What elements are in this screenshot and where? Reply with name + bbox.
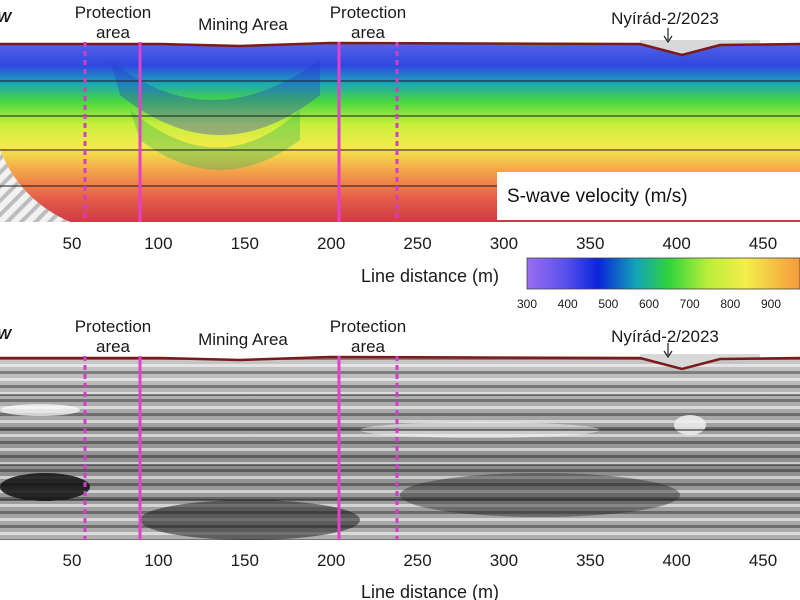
colorbar-tick-500: 500 xyxy=(598,297,618,311)
x-tick-top-50: 50 xyxy=(63,234,82,253)
mining-area-label-bottom: Mining Area xyxy=(198,330,288,349)
colorbar: 300 400 500 600 700 800 900 xyxy=(517,257,800,311)
protection-right-label-line1-bottom: Protection xyxy=(330,317,407,336)
x-tick-bottom-300: 300 xyxy=(490,551,518,570)
x-tick-bottom-50: 50 xyxy=(63,551,82,570)
x-tick-top-450: 450 xyxy=(749,234,777,253)
no-data-area xyxy=(0,150,70,222)
x-tick-bottom-350: 350 xyxy=(576,551,604,570)
x-tick-top-400: 400 xyxy=(662,234,690,253)
protection-left-label-line2-bottom: area xyxy=(96,337,131,356)
colorbar-tick-400: 400 xyxy=(558,297,578,311)
direction-label-bottom: W xyxy=(0,326,13,343)
x-tick-bottom-450: 450 xyxy=(749,551,777,570)
direction-label-top: W xyxy=(0,9,13,26)
colorbar-tick-300: 300 xyxy=(517,297,537,311)
x-tick-top-250: 250 xyxy=(403,234,431,253)
colorbar-tick-900: 900 xyxy=(761,297,781,311)
protection-right-label-line2-top: area xyxy=(351,23,386,42)
mining-area-label-top: Mining Area xyxy=(198,15,288,34)
x-axis-label-bottom: Line distance (m) xyxy=(361,582,499,600)
x-tick-top-350: 350 xyxy=(576,234,604,253)
colorbar-title-box xyxy=(497,172,800,220)
protection-left-label-line1-bottom: Protection xyxy=(75,317,152,336)
x-tick-bottom-250: 250 xyxy=(403,551,431,570)
colorbar-tick-600: 600 xyxy=(639,297,659,311)
colorbar-tick-800: 800 xyxy=(720,297,740,311)
bottom-panel: W Protection area Mining Area Protection… xyxy=(0,317,800,600)
top-panel: W Protection area Mining Area Protection… xyxy=(0,3,800,286)
x-tick-labels-bottom: 50 100 150 200 250 300 350 400 450 xyxy=(63,551,778,570)
colorbar-title: S-wave velocity (m/s) xyxy=(507,186,688,207)
protection-right-label-line1-top: Protection xyxy=(330,3,407,22)
x-tick-top-200: 200 xyxy=(317,234,345,253)
well-label-bottom: Nyírád-2/2023 xyxy=(611,327,719,346)
protection-left-label-line1-top: Protection xyxy=(75,3,152,22)
colorbar-tick-700: 700 xyxy=(680,297,700,311)
x-axis-label-top: Line distance (m) xyxy=(361,266,499,286)
protection-left-label-line2-top: area xyxy=(96,23,131,42)
x-tick-bottom-100: 100 xyxy=(144,551,172,570)
x-tick-bottom-400: 400 xyxy=(662,551,690,570)
colorbar-ramp xyxy=(526,257,800,290)
surface-profile-top xyxy=(0,41,800,57)
x-tick-bottom-150: 150 xyxy=(231,551,259,570)
x-tick-top-150: 150 xyxy=(231,234,259,253)
well-label-top: Nyírád-2/2023 xyxy=(611,9,719,28)
surface-profile-bottom xyxy=(0,355,800,371)
x-tick-bottom-200: 200 xyxy=(317,551,345,570)
colorbar-tick-labels: 300 400 500 600 700 800 900 xyxy=(517,297,781,311)
protection-right-label-line2-bottom: area xyxy=(351,337,386,356)
x-tick-top-300: 300 xyxy=(490,234,518,253)
x-tick-labels-top: 50 100 150 200 250 300 350 400 450 xyxy=(63,234,778,253)
x-tick-top-100: 100 xyxy=(144,234,172,253)
depth-grid-bottom xyxy=(0,394,800,501)
